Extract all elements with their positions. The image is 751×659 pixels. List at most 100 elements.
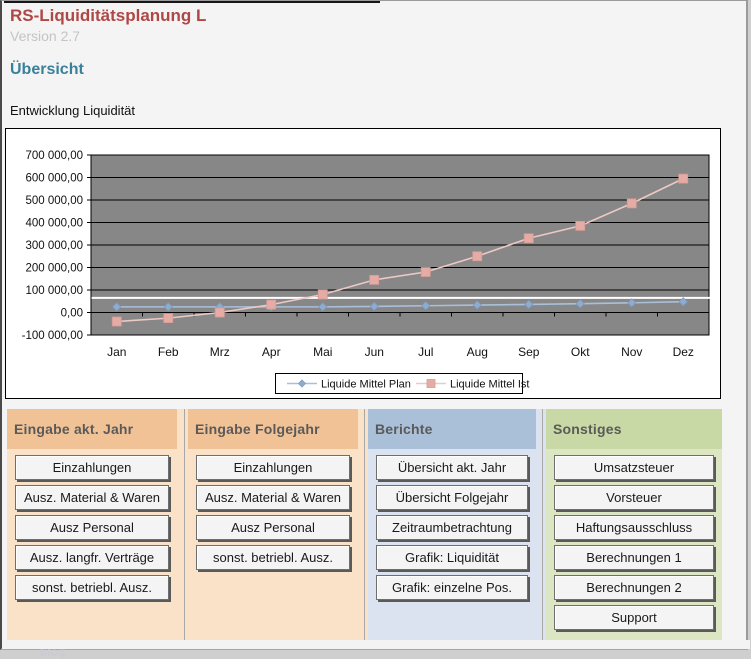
button-sonst-betriebl-ausz[interactable]: sonst. betriebl. Ausz. — [15, 575, 169, 600]
marker-diamond — [472, 300, 482, 310]
panel-berichte: Berichte Übersicht akt. Jahr Übersicht Fol… — [368, 409, 536, 640]
button-vorsteuer[interactable]: Vorsteuer — [554, 485, 714, 510]
worksheet-gridline — [364, 409, 365, 640]
marker-diamond — [163, 302, 173, 312]
marker-diamond — [627, 298, 637, 308]
marker-diamond — [369, 301, 379, 311]
button-einzahlungen[interactable]: Einzahlungen — [196, 455, 350, 480]
button-ausz-personal[interactable]: Ausz Personal — [15, 515, 169, 540]
panel-header: Eingabe Folgejahr — [188, 409, 358, 449]
marker-diamond — [112, 302, 122, 312]
button-umsatzsteuer[interactable]: Umsatzsteuer — [554, 455, 714, 480]
x-axis-label: Apr — [262, 345, 281, 359]
page-title: Übersicht — [10, 61, 84, 78]
marker-square — [420, 267, 431, 277]
x-axis-label: Nov — [621, 345, 642, 359]
x-axis-label: Jul — [418, 345, 433, 359]
panel-title: Sonstiges — [553, 421, 622, 437]
button-ausz-material-waren[interactable]: Ausz. Material & Waren — [196, 485, 350, 510]
y-axis-label: 100 000,00 — [25, 285, 83, 297]
marker-diamond — [421, 301, 431, 311]
panel-title: Eingabe Folgejahr — [195, 421, 320, 437]
marker-square — [266, 299, 277, 310]
x-axis-label: Mai — [313, 345, 332, 359]
x-axis-label: Feb — [158, 345, 179, 359]
button-berechnungen-1[interactable]: Berechnungen 1 — [554, 545, 714, 570]
series-ist-line — [116, 177, 684, 323]
marker-square — [369, 274, 380, 285]
marker-diamond — [575, 299, 585, 309]
y-axis-label: 200 000,00 — [25, 263, 83, 275]
marker-square — [214, 307, 225, 318]
navigation-panels: Eingabe akt. Jahr Einzahlungen Ausz. Mater… — [2, 409, 750, 659]
button-grafik-einzelne-pos[interactable]: Grafik: einzelne Pos. — [376, 575, 528, 600]
window-edge — [4, 1, 380, 3]
button-ubersicht-akt-jahr[interactable]: Übersicht akt. Jahr — [376, 455, 528, 480]
worksheet-gridline — [542, 409, 543, 640]
button-ausz-material-waren[interactable]: Ausz. Material & Waren — [15, 485, 169, 510]
button-ausz-personal[interactable]: Ausz Personal — [196, 515, 350, 540]
marker-diamond — [318, 302, 328, 312]
x-axis-label: Jan — [107, 345, 126, 359]
button-ausz-langfr-vertrage[interactable]: Ausz. langfr. Verträge — [15, 545, 169, 570]
legend-box — [275, 373, 523, 394]
marker-square — [317, 289, 328, 300]
x-axis-label: Aug — [467, 345, 488, 359]
chart-caption: Entwicklung Liquidität — [10, 103, 136, 118]
chart-canvas: 700 000,00 600 000,00 500 000,00 400 000,00… — [22, 150, 720, 394]
y-axis-label: 0,00 — [61, 308, 83, 320]
marker-diamond — [524, 299, 534, 309]
marker-square — [472, 251, 483, 262]
panel-title: Eingabe akt. Jahr — [14, 421, 134, 437]
panel-gap — [358, 409, 368, 640]
legend-ist-label: Liquide Mittel Ist — [450, 379, 529, 391]
x-axis-label: Okt — [571, 345, 590, 359]
series-plan-line — [116, 300, 684, 308]
button-haftungsausschluss[interactable]: Haftungsausschluss — [554, 515, 714, 540]
marker-square — [626, 198, 637, 209]
panel-eingabe-akt-jahr: Eingabe akt. Jahr Einzahlungen Ausz. Mater… — [7, 409, 177, 659]
marker-diamond — [297, 379, 307, 388]
legend-plan-label: Liquide Mittel Plan — [321, 379, 411, 391]
y-axis-label: 700 000,00 — [25, 150, 83, 162]
marker-square — [575, 220, 586, 231]
button-einzahlungen[interactable]: Einzahlungen — [15, 455, 169, 480]
app-version: Version 2.7 — [10, 28, 81, 44]
marker-square — [678, 173, 689, 184]
x-axis-label: Sep — [518, 345, 540, 359]
y-axis-label: 600 000,00 — [25, 173, 83, 185]
panel-gap — [177, 409, 188, 640]
panel-body: Einzahlungen Ausz. Material & Waren Ausz P… — [188, 449, 358, 640]
y-axis-label: -100 000,00 — [22, 330, 83, 342]
liquidity-chart: 700 000,00 600 000,00 500 000,00 400 000,00… — [5, 128, 721, 399]
x-axis-label: Jun — [365, 345, 384, 359]
x-axis-label: Mrz — [210, 345, 230, 359]
x-axis-label: Dez — [673, 345, 694, 359]
panel-title: Berichte — [375, 421, 433, 437]
button-sonst-betriebl-ausz[interactable]: sonst. betriebl. Ausz. — [196, 545, 350, 570]
marker-square — [426, 379, 436, 388]
panel-sonstiges: Sonstiges Umsatzsteuer Vorsteuer Haftungsau… — [546, 409, 722, 640]
footer-strip — [2, 640, 750, 649]
y-axis-label: 400 000,00 — [25, 218, 83, 230]
panel-body: Umsatzsteuer Vorsteuer Haftungsausschluss B… — [546, 449, 722, 640]
app-title: RS-Liquiditätsplanung L — [10, 6, 207, 25]
worksheet-gridline — [184, 409, 185, 640]
marker-diamond — [678, 297, 688, 307]
panel-body: Übersicht akt. Jahr Übersicht Folgejahr Ze… — [368, 449, 536, 640]
button-support[interactable]: Support — [554, 605, 714, 630]
panel-body: Einzahlungen Ausz. Material & Waren Ausz P… — [7, 449, 177, 659]
button-ubersicht-folgejahr[interactable]: Übersicht Folgejahr — [376, 485, 528, 510]
button-berechnungen-2[interactable]: Berechnungen 2 — [554, 575, 714, 600]
button-grafik-liquiditat[interactable]: Grafik: Liquidität — [376, 545, 528, 570]
marker-square — [111, 316, 122, 327]
panel-gap — [536, 409, 546, 640]
panel-header: Sonstiges — [546, 409, 722, 449]
y-axis-label: 300 000,00 — [25, 240, 83, 252]
button-zeitraumbetrachtung[interactable]: Zeitraumbetrachtung — [376, 515, 528, 540]
marker-square — [163, 313, 174, 324]
panel-header: Eingabe akt. Jahr — [7, 409, 177, 449]
panel-header: Berichte — [368, 409, 536, 449]
panel-eingabe-folgejahr: Eingabe Folgejahr Einzahlungen Ausz. Mater… — [188, 409, 358, 640]
